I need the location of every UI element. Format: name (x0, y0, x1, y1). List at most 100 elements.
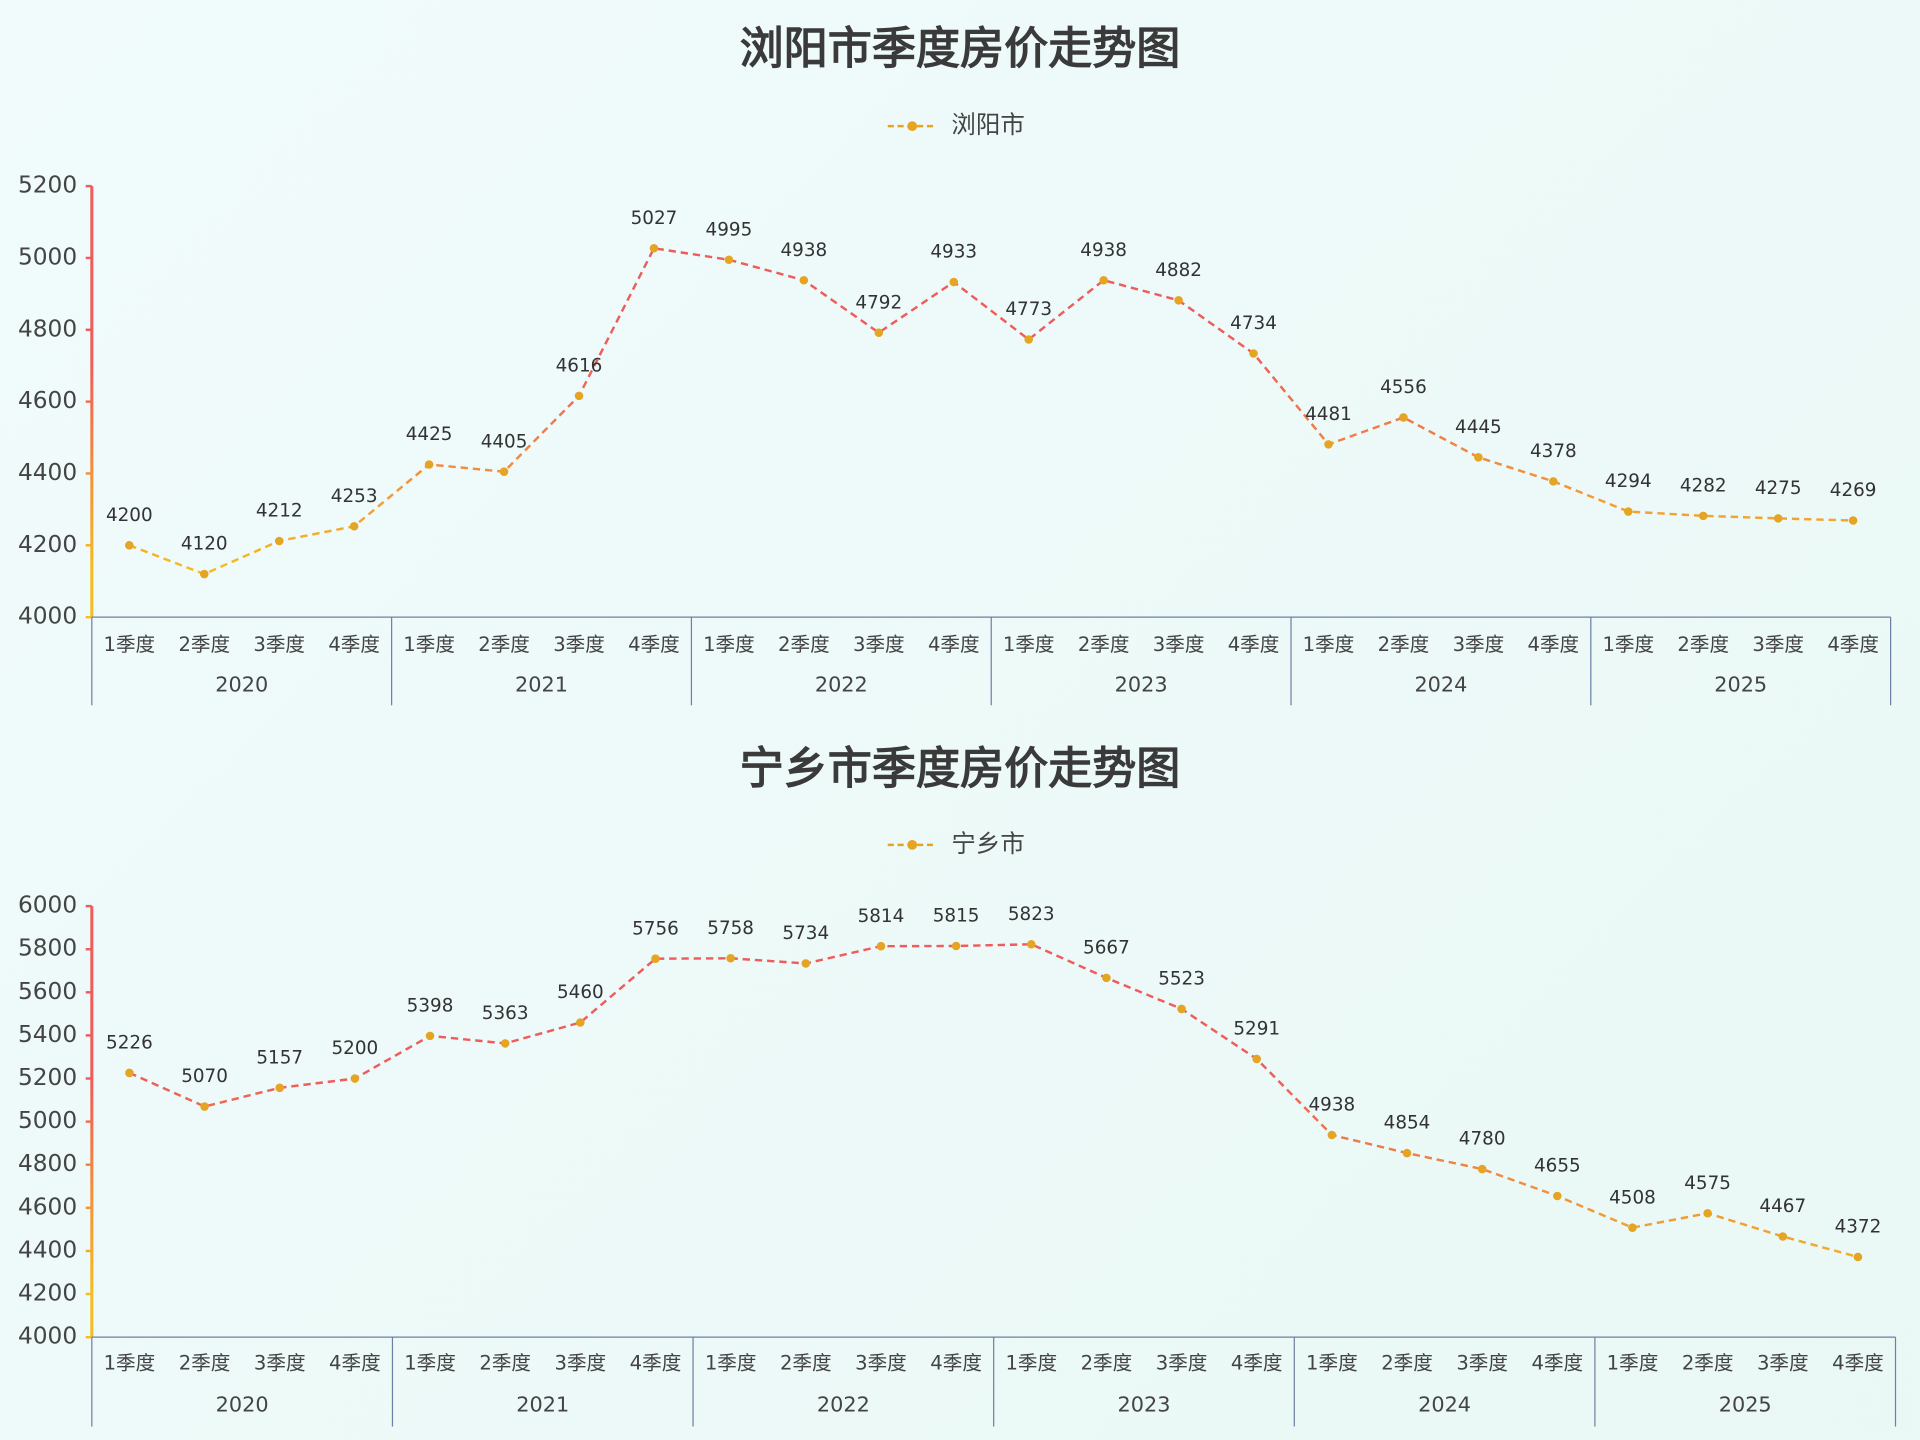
data-point (1399, 413, 1408, 422)
data-label: 4508 (1609, 1187, 1656, 1208)
data-point (1249, 349, 1258, 358)
y-tick-label: 4600 (18, 1193, 77, 1220)
data-label: 5291 (1233, 1019, 1280, 1040)
x-tick-label: 3季度 (553, 633, 605, 656)
data-point (1628, 1223, 1637, 1232)
data-point (1848, 516, 1858, 525)
year-label: 2022 (815, 673, 868, 697)
data-label: 5200 (332, 1038, 379, 1059)
data-point (200, 1102, 209, 1111)
x-tick-label: 4季度 (329, 1352, 381, 1375)
data-label: 4773 (1005, 299, 1052, 320)
series-line (128, 943, 1859, 1259)
x-tick-label: 2季度 (1677, 633, 1729, 656)
data-label: 5756 (632, 918, 679, 939)
data-point (649, 243, 659, 253)
y-tick-label: 4400 (18, 459, 77, 486)
data-label: 4200 (106, 505, 153, 526)
x-tick-label: 3季度 (1153, 633, 1205, 656)
y-tick-label: 4400 (18, 1236, 77, 1263)
data-label: 4120 (181, 534, 228, 555)
data-label: 5157 (256, 1047, 303, 1068)
data-point (874, 328, 884, 337)
data-label: 4938 (780, 240, 827, 261)
x-tick-label: 3季度 (1752, 633, 1804, 656)
data-label: 5758 (707, 918, 754, 939)
legend-dot (907, 840, 918, 850)
data-point (1102, 973, 1111, 983)
data-point (1174, 296, 1183, 305)
data-label: 4616 (556, 355, 603, 376)
data-point (274, 536, 284, 546)
data-label: 4372 (1835, 1217, 1882, 1238)
data-label: 5460 (557, 982, 604, 1003)
data-point (724, 255, 734, 265)
year-label: 2025 (1719, 1393, 1772, 1417)
x-tick-label: 3季度 (253, 633, 305, 656)
year-label: 2021 (516, 1393, 569, 1417)
data-label: 4282 (1680, 475, 1727, 496)
x-tick-label: 4季度 (628, 633, 680, 656)
x-tick-label: 1季度 (103, 633, 155, 656)
x-tick-label: 2季度 (179, 1352, 231, 1375)
data-point (876, 941, 886, 951)
x-tick-label: 4季度 (1231, 1352, 1283, 1375)
data-label: 5815 (933, 906, 980, 927)
data-point (500, 1039, 510, 1048)
data-label: 4938 (1080, 240, 1127, 261)
data-label: 4405 (481, 431, 528, 452)
data-label: 4275 (1755, 478, 1802, 499)
data-point (349, 521, 359, 531)
data-point (1324, 440, 1333, 449)
x-tick-label: 2季度 (1078, 633, 1130, 656)
data-label: 4481 (1305, 404, 1352, 425)
x-tick-label: 1季度 (703, 633, 755, 656)
x-tick-label: 2季度 (778, 633, 830, 656)
x-tick-label: 2季度 (1378, 633, 1430, 656)
x-tick-label: 4季度 (1827, 633, 1879, 656)
data-label: 4938 (1308, 1095, 1355, 1116)
y-tick-label: 6000 (18, 892, 77, 919)
x-tick-label: 3季度 (555, 1352, 607, 1375)
chart-title: 宁乡市季度房价走势图 (740, 743, 1181, 794)
x-tick-label: 3季度 (1456, 1352, 1508, 1375)
y-tick-label: 4800 (18, 315, 77, 342)
x-tick-label: 4季度 (1832, 1352, 1884, 1375)
x-tick-label: 1季度 (1607, 1352, 1659, 1375)
x-tick-label: 4季度 (928, 633, 980, 656)
data-point (275, 1083, 285, 1093)
data-label: 5027 (631, 208, 678, 229)
data-point (799, 275, 809, 285)
data-label: 5814 (858, 906, 905, 927)
x-tick-label: 1季度 (705, 1352, 757, 1375)
x-tick-label: 2季度 (1081, 1352, 1133, 1375)
data-point (574, 391, 584, 401)
x-tick-label: 2季度 (478, 633, 530, 656)
x-tick-label: 3季度 (1453, 633, 1505, 656)
x-tick-label: 4季度 (328, 633, 380, 656)
x-tick-label: 3季度 (855, 1352, 907, 1375)
x-tick-label: 4季度 (1228, 633, 1280, 656)
data-label: 5734 (782, 923, 829, 944)
year-label: 2022 (817, 1393, 870, 1417)
data-point (1474, 453, 1483, 462)
data-point (199, 569, 209, 579)
data-point (499, 467, 509, 476)
y-tick-label: 5600 (18, 978, 77, 1005)
y-tick-label: 4600 (18, 387, 77, 414)
data-label: 5226 (106, 1033, 153, 1054)
x-tick-label: 1季度 (1005, 1352, 1057, 1375)
x-tick-label: 1季度 (1306, 1352, 1358, 1375)
y-tick-label: 4000 (18, 1323, 77, 1350)
data-point (1698, 511, 1708, 521)
year-label: 2024 (1414, 673, 1467, 697)
data-point (1853, 1252, 1863, 1262)
data-label: 5823 (1008, 904, 1055, 925)
x-tick-label: 3季度 (1757, 1352, 1809, 1375)
data-point (801, 959, 811, 968)
data-point (951, 941, 961, 951)
data-label: 4780 (1459, 1129, 1506, 1150)
data-label: 4854 (1384, 1113, 1431, 1134)
data-point (651, 954, 660, 963)
